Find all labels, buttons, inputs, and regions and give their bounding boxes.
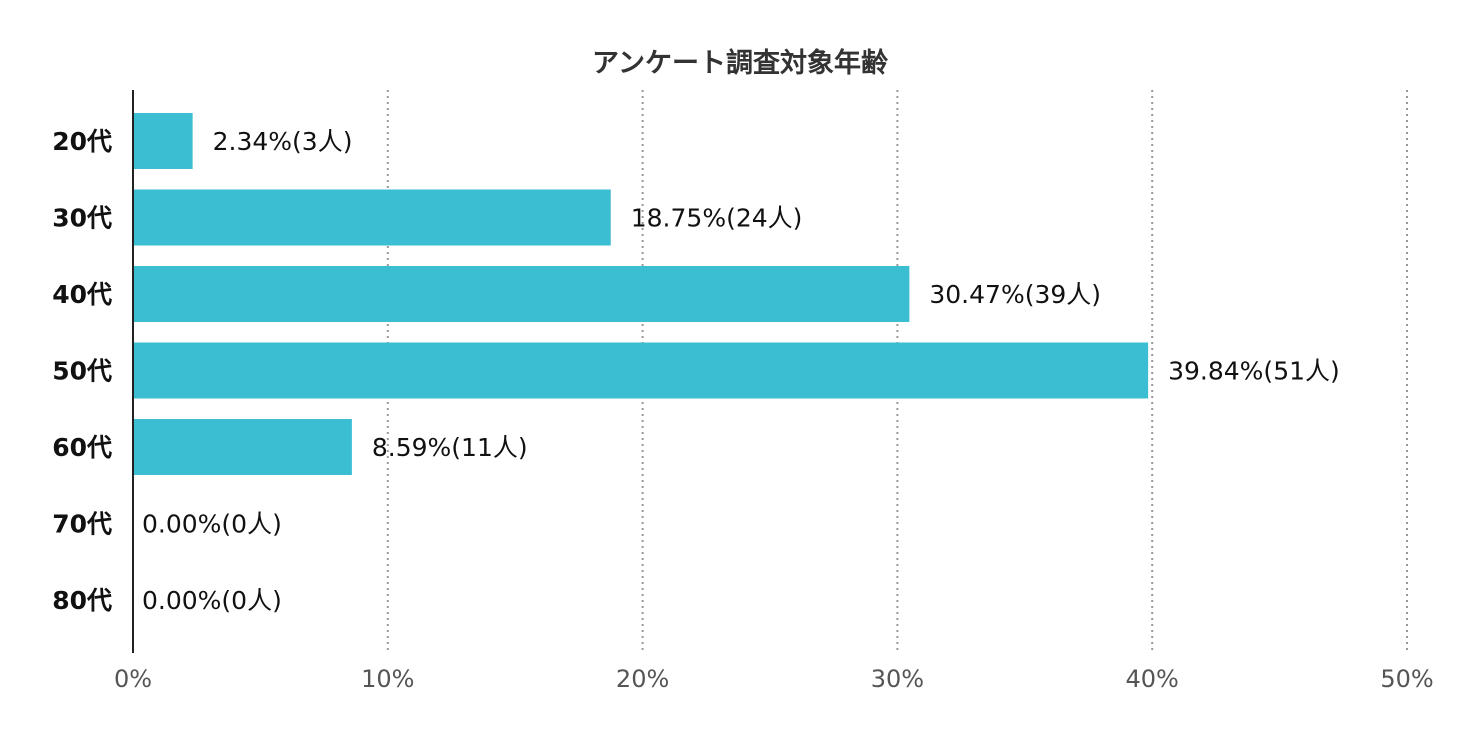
data-label: 18.75%(24人): [631, 204, 803, 233]
data-label: 30.47%(39人): [929, 280, 1101, 309]
category-label: 60代: [52, 433, 112, 462]
bar: [133, 419, 352, 475]
x-tick-label: 50%: [1380, 665, 1433, 693]
data-labels: 2.34%(3人) 18.75%(24人) 30.47%(39人) 39.84%(51…: [142, 127, 1340, 615]
x-tick-label: 20%: [616, 665, 669, 693]
bar: [133, 189, 611, 246]
x-tick-label: 30%: [871, 665, 924, 693]
category-label: 80代: [52, 586, 112, 615]
bar: [133, 113, 193, 169]
data-label: 39.84%(51人): [1168, 357, 1340, 386]
bar: [133, 266, 910, 322]
category-label: 30代: [52, 204, 112, 233]
data-label: 0.00%(0人): [142, 586, 282, 615]
data-label: 0.00%(0人): [142, 510, 282, 539]
data-label: 8.59%(11人): [372, 433, 528, 462]
category-label: 50代: [52, 357, 112, 386]
chart-title: アンケート調査対象年齢: [592, 47, 888, 79]
category-label: 70代: [52, 510, 112, 539]
grid-lines: [386, 90, 1408, 653]
x-tick-label: 10%: [361, 665, 414, 693]
x-tick-label: 0%: [114, 665, 152, 693]
x-tick-label: 40%: [1126, 665, 1179, 693]
bar: [133, 342, 1149, 399]
category-label: 20代: [52, 127, 112, 156]
data-label: 2.34%(3人): [213, 127, 353, 156]
bars: [133, 113, 1149, 475]
category-labels: 20代 30代 40代 50代 60代 70代 80代: [52, 127, 112, 615]
x-tick-labels: 0% 10% 20% 30% 40% 50%: [114, 665, 1434, 693]
category-label: 40代: [52, 280, 112, 309]
